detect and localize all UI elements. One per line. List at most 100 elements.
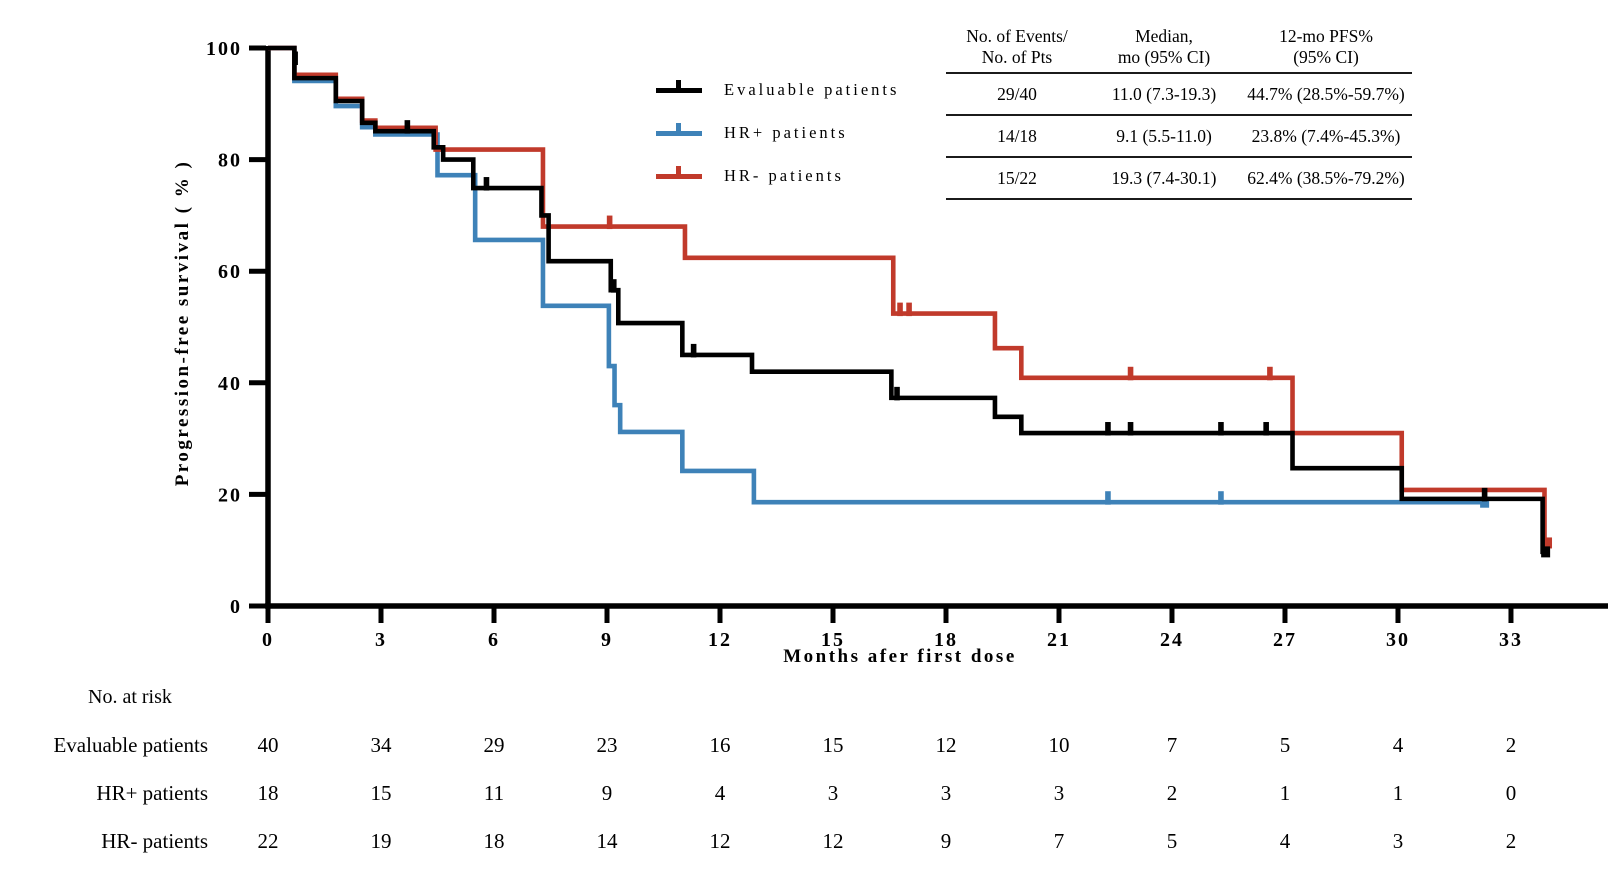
risk-row-label: HR+ patients xyxy=(96,781,208,805)
risk-row-hr-pos: HR+ patients 18 15 11 9 4 3 3 3 2 1 1 0 xyxy=(0,781,1618,808)
risk-value: 16 xyxy=(709,733,731,757)
x-tick-label: 9 xyxy=(601,629,613,651)
risk-value: 19 xyxy=(370,829,392,853)
risk-value: 34 xyxy=(370,733,392,757)
stats-cell: 14/18 xyxy=(946,115,1088,159)
censor-mark xyxy=(906,302,912,317)
x-tick-label: 3 xyxy=(375,629,387,651)
stats-cell: 15/22 xyxy=(946,157,1088,201)
risk-value: 22 xyxy=(257,829,279,853)
legend-item-hr-pos: HR+ patients xyxy=(656,119,899,147)
risk-table-title: No. at risk xyxy=(88,686,172,708)
stats-row: 15/22 19.3 (7.4-30.1) 62.4% (38.5%-79.2%) xyxy=(946,157,1412,201)
risk-value: 40 xyxy=(257,733,279,757)
y-tick-label: 100 xyxy=(206,38,242,60)
stats-header-12mo-pfs: 12-mo PFS% (95% CI) xyxy=(1240,26,1412,75)
risk-value: 3 xyxy=(940,781,952,805)
legend-item-hr-neg: HR- patients xyxy=(656,162,899,190)
y-tick-label: 80 xyxy=(218,150,242,172)
stats-table-body: 29/40 11.0 (7.3-19.3) 44.7% (28.5%-59.7%) 1… xyxy=(946,73,1412,201)
legend: Evaluable patients HR+ patients HR- pati… xyxy=(656,76,899,205)
x-tick-label: 0 xyxy=(262,629,274,651)
censor-mark xyxy=(1105,491,1111,505)
risk-value: 23 xyxy=(596,733,618,757)
stats-cell: 19.3 (7.4-30.1) xyxy=(1088,157,1240,201)
risk-value: 4 xyxy=(1392,733,1404,757)
stats-cell: 29/40 xyxy=(946,73,1088,117)
censor-mark xyxy=(1127,422,1134,436)
censor-mark xyxy=(1267,366,1273,381)
x-tick-label: 33 xyxy=(1499,629,1523,651)
y-tick-label: 60 xyxy=(218,261,242,283)
censor-tick-icon xyxy=(676,79,681,92)
stats-header-median: Median, mo (95% CI) xyxy=(1088,26,1240,75)
risk-value: 3 xyxy=(1053,781,1065,805)
censor-mark xyxy=(1218,491,1224,505)
x-tick-label: 18 xyxy=(934,629,958,651)
censor-mark xyxy=(1481,487,1488,502)
x-tick-label: 15 xyxy=(821,629,845,651)
censor-mark xyxy=(610,279,617,293)
x-tick-label: 24 xyxy=(1160,629,1184,651)
risk-value: 4 xyxy=(714,781,726,805)
censor-mark xyxy=(404,120,411,134)
censor-mark xyxy=(897,302,903,317)
risk-value: 7 xyxy=(1166,733,1178,757)
censor-mark xyxy=(1105,422,1111,436)
x-tick-label: 30 xyxy=(1386,629,1410,651)
risk-value: 2 xyxy=(1166,781,1178,805)
risk-value: 12 xyxy=(709,829,731,853)
legend-item-label: Evaluable patients xyxy=(724,80,900,99)
y-tick-label: 40 xyxy=(218,373,242,395)
risk-value: 5 xyxy=(1166,829,1178,853)
legend-item-label: HR+ patients xyxy=(724,123,848,142)
hr-pos-line-swatch xyxy=(656,122,702,136)
end-censor-mark xyxy=(1541,546,1551,558)
risk-value: 2 xyxy=(1505,829,1517,853)
risk-value: 12 xyxy=(822,829,844,853)
risk-value: 7 xyxy=(1053,829,1065,853)
risk-value: 18 xyxy=(483,829,505,853)
risk-value: 10 xyxy=(1048,733,1070,757)
x-tick-label: 6 xyxy=(488,629,500,651)
km-curve-evaluable-patients xyxy=(268,45,1547,555)
risk-value: 3 xyxy=(827,781,839,805)
stats-cell: 11.0 (7.3-19.3) xyxy=(1088,73,1240,117)
censor-tick-icon xyxy=(676,165,681,178)
risk-row-label: HR- patients xyxy=(101,829,208,853)
evaluable-line-swatch xyxy=(656,79,702,93)
y-tick-label: 0 xyxy=(230,596,242,618)
risk-value: 14 xyxy=(596,829,618,853)
legend-item-evaluable: Evaluable patients xyxy=(656,76,899,104)
risk-value: 1 xyxy=(1392,781,1404,805)
y-axis-title: Progression-free survival ( % ) xyxy=(172,159,193,487)
censor-mark xyxy=(1218,422,1224,436)
x-axis-title: Months afer first dose xyxy=(783,646,1017,667)
censor-mark xyxy=(894,386,900,401)
risk-value: 1 xyxy=(1279,781,1291,805)
risk-value: 9 xyxy=(601,781,613,805)
censor-mark xyxy=(1127,366,1134,381)
stats-cell: 23.8% (7.4%-45.3%) xyxy=(1240,115,1412,159)
risk-value: 11 xyxy=(483,781,505,805)
censor-mark xyxy=(1263,422,1269,436)
risk-row-hr-neg: HR- patients 22 19 18 14 12 12 9 7 5 4 3 2 xyxy=(0,829,1618,856)
censor-mark xyxy=(606,215,613,230)
risk-value: 5 xyxy=(1279,733,1291,757)
stats-header-events: No. of Events/ No. of Pts xyxy=(946,26,1088,75)
hr-neg-line-swatch xyxy=(656,165,702,179)
end-censor-mark xyxy=(1543,537,1553,549)
risk-value: 12 xyxy=(935,733,957,757)
risk-value: 18 xyxy=(257,781,279,805)
risk-value: 15 xyxy=(822,733,844,757)
risk-value: 29 xyxy=(483,733,505,757)
stats-row: 29/40 11.0 (7.3-19.3) 44.7% (28.5%-59.7%) xyxy=(946,73,1412,117)
x-tick-label: 12 xyxy=(708,629,732,651)
censor-mark xyxy=(292,51,298,66)
risk-value: 4 xyxy=(1279,829,1291,853)
x-tick-label: 21 xyxy=(1047,629,1071,651)
risk-value: 3 xyxy=(1392,829,1404,853)
censor-mark xyxy=(690,343,697,358)
